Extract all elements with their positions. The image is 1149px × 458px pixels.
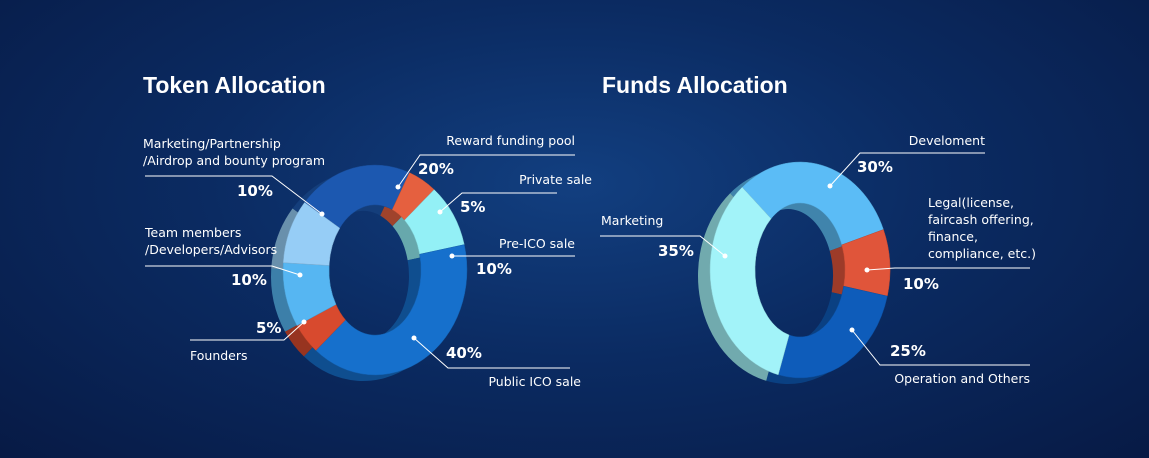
value-label: 20% xyxy=(418,160,454,178)
category-label: Team members /Developers/Advisors xyxy=(145,225,278,257)
leader-dot xyxy=(411,335,417,341)
category-label: Pre-ICO sale xyxy=(499,236,575,251)
leader-line xyxy=(600,235,726,257)
category-label: Reward funding pool xyxy=(446,133,575,148)
value-label: 5% xyxy=(460,198,486,216)
category-label: Public ICO sale xyxy=(488,374,581,389)
category-label: Marketing xyxy=(601,213,664,228)
chart-title: Funds Allocation xyxy=(602,72,788,98)
category-label: Legal(license, faircash offering, financ… xyxy=(928,195,1036,261)
leader-dot xyxy=(449,253,455,259)
category-label: Private sale xyxy=(519,172,592,187)
leader-line xyxy=(145,265,301,276)
value-label: 25% xyxy=(890,342,926,360)
value-label: 10% xyxy=(231,271,267,289)
leader-dot xyxy=(849,327,855,333)
slice xyxy=(315,244,468,376)
leader-line xyxy=(145,175,323,215)
leader-line xyxy=(439,192,557,213)
value-label: 5% xyxy=(256,319,282,337)
value-label: 35% xyxy=(658,242,694,260)
leader-dot xyxy=(437,209,443,215)
category-label: Develoment xyxy=(908,133,985,148)
value-label: 10% xyxy=(476,260,512,278)
value-label: 40% xyxy=(446,344,482,362)
leader-dot xyxy=(319,211,325,217)
leader-line xyxy=(851,329,1030,366)
leader-line xyxy=(190,321,305,341)
value-label: 10% xyxy=(237,182,273,200)
category-label: Operation and Others xyxy=(894,371,1030,386)
leader-dot xyxy=(864,267,870,273)
leader-line xyxy=(866,267,1030,271)
leader-dot xyxy=(301,319,307,325)
value-label: 30% xyxy=(857,158,893,176)
slice xyxy=(709,186,790,376)
chart-title: Token Allocation xyxy=(143,72,326,98)
leader-line xyxy=(829,152,985,187)
category-label: Marketing/Partnership /Airdrop and bount… xyxy=(143,136,326,168)
leader-dot xyxy=(722,253,728,259)
leader-line xyxy=(397,154,575,188)
leader-dot xyxy=(827,183,833,189)
donut xyxy=(271,164,468,381)
category-label: Founders xyxy=(190,348,248,363)
donut xyxy=(698,161,891,384)
leader-line xyxy=(413,337,570,369)
value-label: 10% xyxy=(903,275,939,293)
leader-dot xyxy=(297,272,303,278)
slice xyxy=(741,161,884,246)
leader-dot xyxy=(395,184,401,190)
